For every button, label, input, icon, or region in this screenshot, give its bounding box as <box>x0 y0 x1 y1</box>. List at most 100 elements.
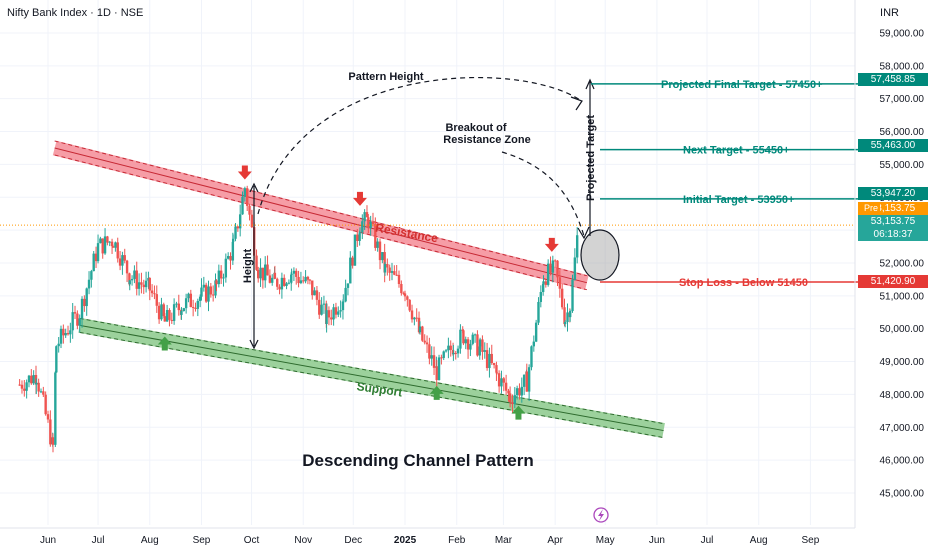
candle-body <box>248 205 251 215</box>
time-tick-label: Mar <box>495 535 513 546</box>
candle-body <box>57 343 60 347</box>
candle-body <box>153 293 156 295</box>
time-tick-label: Nov <box>294 535 312 546</box>
candle-body <box>162 304 165 317</box>
candle-body <box>144 280 148 288</box>
candle-body <box>388 267 391 273</box>
candle-body <box>440 357 443 359</box>
candle-body <box>204 284 208 302</box>
price-tick-label: 51,000.00 <box>880 291 925 302</box>
candle-body <box>413 317 416 320</box>
price-tick-label: 50,000.00 <box>880 324 925 335</box>
candle-body <box>287 282 291 284</box>
time-tick-label: May <box>596 535 615 546</box>
candle-body <box>140 282 143 285</box>
candle-body <box>255 255 258 270</box>
price-tick-label: 56,000.00 <box>880 127 925 138</box>
candle-body <box>560 288 564 308</box>
time-tick-label: Sep <box>193 535 211 546</box>
candle-body <box>304 276 307 282</box>
candle-body <box>32 374 35 384</box>
candle-body <box>110 241 114 247</box>
candle-body <box>452 352 455 355</box>
candle-body <box>365 212 369 218</box>
time-tick-label: 2025 <box>394 535 417 546</box>
candle-body <box>306 276 310 280</box>
candle-body <box>530 346 533 368</box>
candle-body <box>83 298 86 307</box>
candle-body <box>568 311 572 318</box>
time-tick-label: Dec <box>344 535 362 546</box>
candle-body <box>459 329 462 349</box>
candle-body <box>259 267 262 279</box>
candle-body <box>488 353 491 369</box>
resistance-channel-upper-edge <box>54 140 587 277</box>
candle-body <box>421 326 424 341</box>
candle-body <box>346 283 350 288</box>
candle-body <box>395 274 398 276</box>
symbol-title[interactable]: Nifty Bank Index · 1D · NSE <box>7 7 144 19</box>
candle-body <box>423 340 426 343</box>
candle-body <box>454 352 457 354</box>
price-tick-label: 57,000.00 <box>880 94 925 105</box>
candle-body <box>532 341 536 347</box>
candle-body <box>358 233 361 241</box>
candle-body <box>541 283 545 293</box>
candle-body <box>339 310 342 312</box>
candle-body <box>476 334 479 356</box>
candle-body <box>125 260 129 274</box>
candle-body <box>245 188 249 206</box>
candle-body <box>515 388 519 396</box>
price-tick-label: 47,000.00 <box>880 423 925 434</box>
candle-body <box>94 253 98 262</box>
candle-body <box>325 310 328 324</box>
candle-body <box>194 307 197 309</box>
candle-body <box>415 317 418 319</box>
candle-body <box>231 241 235 261</box>
candle-body <box>111 246 115 248</box>
candle-body <box>114 242 117 248</box>
candle-body <box>400 284 403 294</box>
candle-body <box>563 322 567 325</box>
candle-body <box>330 317 333 320</box>
candle-body <box>168 310 171 320</box>
candle-body <box>135 270 138 289</box>
height-arrow-top <box>249 182 259 193</box>
currency-label[interactable]: INR <box>880 7 899 19</box>
candle-body <box>49 419 52 445</box>
candle-body <box>327 310 331 318</box>
candle-body <box>558 277 562 289</box>
candle-body <box>64 333 67 336</box>
candle-body <box>469 343 472 350</box>
candle-body <box>266 264 269 276</box>
candle-body <box>165 310 169 322</box>
candle-body <box>37 382 40 392</box>
support-touch-arrow <box>157 336 172 351</box>
candle-body <box>118 258 122 266</box>
candle-body <box>121 255 124 266</box>
candle-body <box>148 277 151 291</box>
projected-target-label: Projected Target <box>585 115 597 201</box>
candle-body <box>87 279 91 289</box>
time-tick-label: Sep <box>802 535 820 546</box>
candle-body <box>128 273 131 285</box>
candle-body <box>209 286 213 295</box>
time-tick-label: Oct <box>244 535 260 546</box>
candle-body <box>571 279 574 312</box>
candle-body <box>353 234 357 266</box>
candle-body <box>226 256 230 259</box>
pattern-height-arc <box>257 77 581 215</box>
candle-body <box>500 378 503 387</box>
candle-body <box>471 334 474 344</box>
time-axis[interactable]: Jun Jul Aug Sep Oct Nov Dec 2025 Feb Mar Apr May Jun… <box>0 527 855 546</box>
price-label-stop-loss: 51,420.90 <box>858 275 928 288</box>
candle-body <box>537 301 540 323</box>
candle-body <box>539 292 543 302</box>
candle-body <box>408 299 411 311</box>
candle-body <box>358 232 362 234</box>
candle-body <box>30 375 33 384</box>
candle-body <box>522 374 526 387</box>
candle-body <box>502 378 505 383</box>
